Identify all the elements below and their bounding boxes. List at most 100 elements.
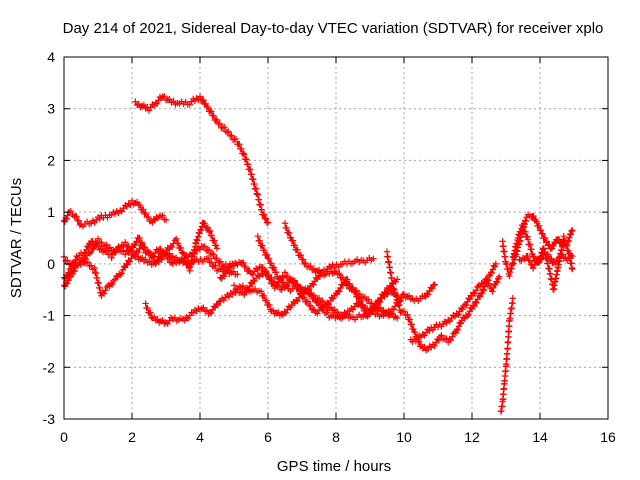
data-point bbox=[150, 313, 158, 321]
data-point bbox=[245, 286, 252, 293]
data-point bbox=[566, 234, 573, 241]
data-point bbox=[463, 302, 470, 309]
data-point bbox=[123, 260, 130, 268]
data-point bbox=[134, 249, 142, 256]
data-point bbox=[530, 265, 537, 272]
data-point bbox=[169, 252, 176, 260]
data-point bbox=[122, 239, 129, 246]
data-point bbox=[259, 242, 266, 249]
data-point bbox=[480, 287, 488, 294]
series-arc-night-drop bbox=[497, 295, 516, 415]
data-point bbox=[539, 230, 546, 237]
data-point bbox=[232, 135, 240, 143]
x-tick-label: 14 bbox=[532, 429, 548, 445]
data-point bbox=[217, 258, 225, 265]
data-point bbox=[377, 304, 384, 311]
data-point bbox=[146, 258, 153, 265]
data-point bbox=[455, 311, 462, 318]
data-point bbox=[142, 300, 149, 307]
data-point bbox=[284, 273, 292, 280]
data-point bbox=[541, 234, 549, 242]
data-point bbox=[214, 301, 222, 309]
data-point bbox=[206, 246, 213, 254]
data-point bbox=[215, 298, 223, 305]
data-point bbox=[510, 260, 517, 267]
data-point bbox=[496, 273, 503, 280]
data-point bbox=[159, 317, 166, 324]
data-point bbox=[159, 253, 167, 260]
data-point bbox=[568, 227, 575, 235]
series-arc-upper-left bbox=[60, 197, 170, 230]
data-point bbox=[516, 232, 523, 239]
data-point bbox=[162, 216, 170, 224]
data-point bbox=[136, 245, 143, 253]
data-point bbox=[388, 310, 396, 317]
data-point bbox=[459, 306, 466, 313]
data-point bbox=[406, 316, 414, 323]
data-point bbox=[225, 128, 232, 135]
y-tick-label: -2 bbox=[43, 359, 56, 375]
data-point bbox=[241, 151, 248, 158]
data-point bbox=[399, 291, 406, 298]
data-point bbox=[363, 305, 371, 312]
data-point bbox=[310, 265, 318, 272]
data-point bbox=[307, 262, 314, 270]
data-point bbox=[208, 309, 215, 317]
x-tick-label: 0 bbox=[60, 429, 68, 445]
data-point bbox=[208, 108, 215, 115]
data-point bbox=[289, 276, 296, 283]
data-point bbox=[394, 297, 402, 304]
data-point bbox=[544, 251, 552, 258]
data-point bbox=[178, 256, 185, 263]
x-tick-label: 4 bbox=[196, 429, 204, 445]
data-point bbox=[283, 224, 290, 232]
data-point bbox=[396, 302, 403, 309]
data-point bbox=[394, 276, 401, 283]
data-point bbox=[569, 227, 576, 234]
data-point bbox=[94, 235, 102, 242]
data-point bbox=[161, 92, 168, 100]
data-point bbox=[159, 212, 166, 219]
data-point bbox=[368, 299, 375, 307]
data-point bbox=[331, 306, 338, 313]
data-point bbox=[315, 266, 323, 274]
data-point bbox=[64, 280, 71, 287]
data-point bbox=[177, 244, 185, 252]
data-point bbox=[124, 261, 131, 268]
data-point bbox=[106, 244, 114, 251]
data-point bbox=[492, 260, 499, 268]
data-point bbox=[238, 145, 245, 153]
data-point bbox=[149, 254, 157, 261]
data-point bbox=[521, 223, 528, 231]
data-point bbox=[509, 259, 516, 267]
data-point bbox=[98, 239, 105, 246]
data-point bbox=[194, 237, 201, 244]
data-point bbox=[274, 282, 281, 289]
data-point bbox=[329, 295, 337, 302]
data-point bbox=[136, 234, 143, 242]
data-point bbox=[324, 309, 331, 316]
data-point bbox=[212, 242, 220, 249]
data-point bbox=[154, 315, 161, 323]
data-point bbox=[153, 100, 161, 107]
data-point bbox=[280, 279, 287, 286]
data-point bbox=[548, 255, 555, 262]
data-point bbox=[425, 291, 432, 298]
data-point bbox=[392, 291, 400, 299]
data-point bbox=[305, 287, 312, 294]
data-point bbox=[221, 273, 228, 280]
data-point bbox=[457, 320, 465, 327]
data-point bbox=[243, 156, 250, 163]
data-point bbox=[384, 291, 391, 298]
x-axis-label: GPS time / hours bbox=[277, 458, 391, 475]
data-point bbox=[90, 246, 97, 253]
data-point bbox=[196, 93, 204, 100]
chart-title: Day 214 of 2021, Sidereal Day-to-day VTE… bbox=[63, 20, 604, 37]
data-point bbox=[203, 307, 210, 314]
data-point bbox=[297, 283, 304, 291]
data-point bbox=[270, 264, 278, 271]
data-point bbox=[147, 250, 154, 257]
data-point bbox=[264, 271, 272, 279]
data-point bbox=[483, 276, 490, 283]
